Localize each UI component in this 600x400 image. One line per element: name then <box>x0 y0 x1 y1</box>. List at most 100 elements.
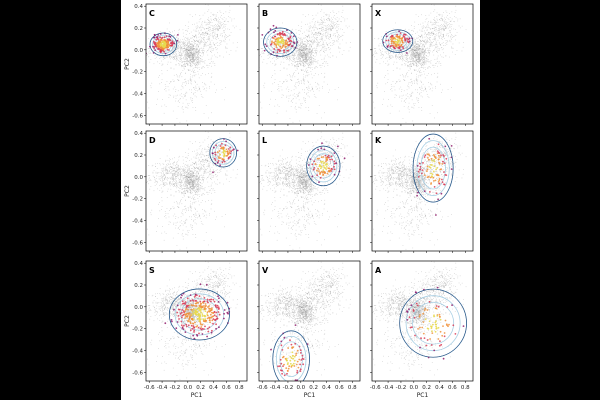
background-point <box>331 25 333 26</box>
background-point <box>295 61 296 63</box>
background-point <box>285 36 287 37</box>
background-point <box>207 28 209 29</box>
background-point <box>194 50 196 52</box>
background-point <box>209 86 210 87</box>
background-point <box>286 96 287 98</box>
background-point <box>421 47 423 49</box>
background-point <box>199 48 200 50</box>
background-point <box>199 63 201 65</box>
highlight-point <box>153 47 156 50</box>
background-point <box>338 28 339 30</box>
background-point <box>311 73 312 75</box>
background-point <box>389 39 391 41</box>
background-point <box>138 46 139 47</box>
highlight-point <box>169 42 172 45</box>
background-point <box>223 17 225 18</box>
background-point <box>199 52 201 53</box>
background-point <box>308 65 309 66</box>
background-point <box>421 14 422 16</box>
background-point <box>314 22 316 24</box>
background-point <box>178 63 179 64</box>
background-point <box>281 43 283 45</box>
background-point <box>192 52 194 54</box>
background-point <box>328 16 330 17</box>
background-point <box>397 51 399 53</box>
background-point <box>305 99 306 101</box>
background-point <box>406 57 407 59</box>
background-point <box>427 67 429 69</box>
background-point <box>378 48 380 50</box>
background-point <box>198 32 200 33</box>
background-point <box>307 88 308 90</box>
background-point <box>392 32 394 34</box>
background-point <box>441 28 443 30</box>
background-point <box>317 32 319 34</box>
background-point <box>210 18 212 20</box>
background-point <box>410 49 412 51</box>
highlight-point <box>263 49 266 52</box>
background-point <box>183 42 184 44</box>
background-point <box>418 49 420 51</box>
background-point <box>386 57 388 58</box>
background-point <box>423 55 424 56</box>
background-point <box>177 79 179 81</box>
background-point <box>279 70 281 71</box>
background-point <box>445 28 446 29</box>
background-point <box>384 51 386 53</box>
background-point <box>275 58 277 60</box>
background-point <box>187 44 188 46</box>
background-point <box>323 57 325 59</box>
background-point <box>407 55 408 57</box>
background-point <box>174 45 175 47</box>
background-point <box>391 50 393 51</box>
background-point <box>168 89 170 91</box>
background-point <box>215 47 217 48</box>
background-point <box>422 56 423 58</box>
background-point <box>298 49 299 50</box>
background-point <box>191 53 193 55</box>
background-point <box>316 50 318 52</box>
background-point <box>292 52 294 54</box>
background-point <box>437 34 439 36</box>
background-point <box>288 95 290 97</box>
background-point <box>303 52 305 54</box>
background-point <box>198 67 200 68</box>
background-point <box>451 47 453 49</box>
background-point <box>185 58 186 60</box>
background-point <box>266 63 268 65</box>
background-point <box>405 63 407 65</box>
background-point <box>276 56 278 57</box>
background-point <box>421 46 423 48</box>
background-point <box>205 45 207 47</box>
background-point <box>308 74 310 76</box>
background-point <box>287 58 288 60</box>
background-point <box>174 46 176 48</box>
background-point <box>172 49 174 50</box>
background-point <box>404 55 406 56</box>
background-point <box>204 46 205 47</box>
background-point <box>405 28 406 30</box>
background-point <box>190 59 191 61</box>
background-point <box>302 51 304 53</box>
background-point <box>223 25 224 27</box>
background-point <box>301 81 302 83</box>
background-point <box>414 48 416 49</box>
background-point <box>274 53 276 55</box>
background-point <box>314 67 316 69</box>
background-point <box>311 58 312 60</box>
background-point <box>276 57 278 58</box>
background-point <box>219 42 221 44</box>
background-point <box>193 71 194 73</box>
background-point <box>445 40 447 41</box>
background-point <box>423 52 424 54</box>
background-point <box>186 83 187 85</box>
background-point <box>305 61 306 63</box>
background-point <box>315 66 316 68</box>
background-point <box>188 50 189 51</box>
background-point <box>189 59 190 61</box>
background-point <box>333 24 335 26</box>
background-point <box>185 106 186 108</box>
background-point <box>289 58 290 59</box>
background-point <box>213 28 215 29</box>
background-point <box>274 73 276 75</box>
